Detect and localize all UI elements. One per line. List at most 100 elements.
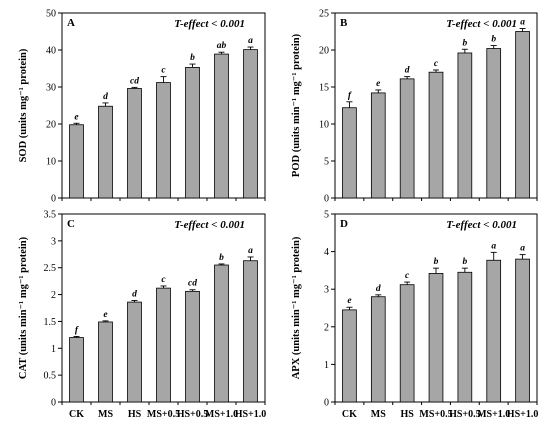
- significance-letter: b: [190, 53, 195, 63]
- panel-label: D: [340, 218, 348, 230]
- x-category-label: MS+1.0: [477, 409, 510, 420]
- bar-hs-0-5: [457, 52, 473, 199]
- x-category-label: MS+0.5: [147, 409, 180, 420]
- bar-hs: [127, 88, 142, 199]
- y-tick-label: 20: [46, 120, 56, 131]
- bar-hs-0-5: [457, 271, 473, 403]
- bar-ck: [69, 337, 84, 403]
- x-category-label: HS: [400, 409, 414, 420]
- y-axis-label: CAT (units min⁻¹ mg⁻¹ protein): [18, 236, 29, 379]
- significance-letter: f: [75, 325, 79, 335]
- y-tick-label: 25: [319, 9, 329, 20]
- y-tick-label: 15: [319, 83, 329, 94]
- x-category-label: HS+1.0: [235, 409, 267, 420]
- bar-ms-0-5: [156, 82, 171, 199]
- significance-letter: d: [376, 284, 381, 294]
- bar-ms: [98, 321, 113, 403]
- y-tick-label: 3.5: [44, 210, 57, 221]
- x-category-label: HS+0.5: [449, 409, 481, 420]
- significance-letter: a: [248, 36, 253, 46]
- significance-letter: ab: [217, 41, 227, 51]
- x-category-label: CK: [69, 409, 84, 420]
- y-tick-label: 40: [46, 46, 56, 57]
- significance-letter: e: [376, 79, 381, 89]
- significance-letter: e: [347, 296, 352, 306]
- t-effect-annotation: T-effect < 0.001: [174, 18, 245, 30]
- x-category-label: MS+1.0: [205, 409, 238, 420]
- y-tick-label: 10: [46, 157, 56, 168]
- significance-letter: c: [161, 66, 166, 76]
- bar-hs-1-0: [243, 260, 258, 403]
- bar-ck: [69, 124, 84, 199]
- significance-letter: cd: [130, 76, 139, 86]
- y-tick-label: 5: [324, 210, 329, 221]
- bar-ms-1-0: [486, 48, 502, 199]
- x-category-label: HS+0.5: [177, 409, 209, 420]
- bar-hs-0-5: [185, 290, 200, 403]
- x-category-label: HS+1.0: [507, 409, 539, 420]
- bar-ck: [342, 309, 357, 403]
- t-effect-annotation: T-effect < 0.001: [446, 18, 517, 30]
- bar-ms-1-0: [214, 264, 229, 403]
- significance-letter: d: [405, 66, 410, 76]
- y-tick-label: 0: [324, 194, 329, 205]
- bar-ms-1-0: [214, 53, 229, 199]
- significance-letter: b: [491, 35, 496, 45]
- bar-ms: [370, 296, 386, 403]
- x-category-label: HS: [128, 409, 142, 420]
- bar-hs: [127, 301, 142, 403]
- y-tick-label: 0.5: [44, 371, 57, 382]
- y-tick-label: 0: [324, 398, 329, 409]
- bar-hs: [399, 78, 415, 199]
- bar-hs-1-0: [243, 49, 258, 199]
- significance-letter: b: [219, 253, 224, 263]
- bar-hs-0-5: [185, 66, 200, 199]
- bar-ms-1-0: [486, 259, 502, 403]
- x-category-label: MS+0.5: [419, 409, 452, 420]
- y-tick-label: 0: [51, 398, 56, 409]
- significance-letter: c: [161, 275, 166, 285]
- significance-letter: d: [103, 92, 108, 102]
- bar-ms-0-5: [156, 287, 171, 403]
- significance-letter: e: [103, 310, 108, 320]
- bar-hs-1-0: [515, 258, 530, 403]
- t-effect-annotation: T-effect < 0.001: [174, 219, 245, 231]
- significance-letter: c: [405, 271, 410, 281]
- panel-label: B: [340, 17, 348, 29]
- significance-letter: a: [520, 244, 525, 254]
- x-category-label: CK: [342, 409, 357, 420]
- significance-letter: a: [491, 241, 496, 251]
- y-axis-label: POD (units min⁻¹ mg⁻¹ protein): [291, 33, 302, 177]
- t-effect-annotation: T-effect < 0.001: [446, 219, 517, 231]
- y-tick-label: 3: [324, 285, 329, 296]
- y-tick-label: 4: [324, 247, 329, 258]
- y-tick-label: 20: [319, 46, 329, 57]
- significance-letter: b: [462, 257, 467, 267]
- y-axis-label: SOD (units mg⁻¹ protein): [18, 48, 29, 162]
- bar-ck: [342, 107, 357, 199]
- bar-ms-0-5: [428, 273, 444, 403]
- y-tick-label: 5: [324, 157, 329, 168]
- significance-letter: b: [462, 38, 467, 48]
- x-category-label: MS: [98, 409, 113, 420]
- chart-panel-b: 0 5 10 15 20 25 f e d c b b a B T-effect < 0.001 POD (u…: [291, 9, 538, 205]
- bar-hs-1-0: [515, 31, 530, 199]
- chart-panel-d: 0 1 2 3 4 5 e d c b b a a D T-effect < 0.001 APX (units…: [291, 210, 538, 421]
- significance-letter: a: [248, 246, 253, 256]
- y-tick-label: 3: [51, 236, 56, 247]
- y-tick-label: 2.5: [44, 263, 57, 274]
- significance-letter: e: [74, 112, 79, 122]
- y-tick-label: 10: [319, 120, 329, 131]
- y-tick-label: 1: [324, 360, 329, 371]
- significance-letter: cd: [188, 279, 197, 289]
- y-tick-label: 1.5: [44, 317, 57, 328]
- bar-hs: [399, 284, 415, 403]
- y-tick-label: 30: [46, 83, 56, 94]
- significance-letter: a: [520, 18, 525, 28]
- significance-letter: f: [348, 91, 352, 101]
- y-axis-label: APX (units min⁻¹ mg⁻¹ protein): [291, 236, 302, 379]
- y-tick-label: 1: [51, 344, 56, 355]
- chart-panel-a: 0 10 20 30 40 50 e d cd c b ab a A T-effect < 0.001 SOD…: [18, 9, 266, 205]
- panel-label: C: [67, 218, 75, 230]
